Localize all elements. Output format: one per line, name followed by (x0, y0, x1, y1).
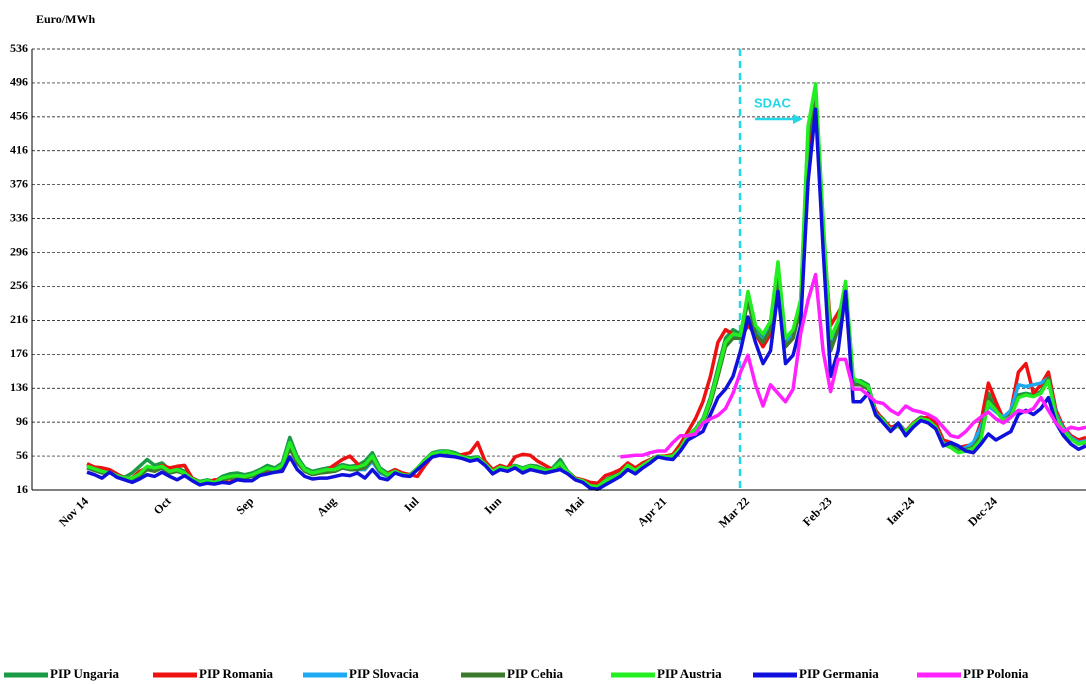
y-tick-label: 376 (10, 176, 28, 190)
grid (32, 48, 1086, 491)
y-tick-label: 136 (10, 380, 28, 394)
x-tick-label: Sep (233, 494, 256, 517)
x-tick-label: Aug (314, 494, 339, 519)
x-tick-label: Feb-23 (800, 494, 835, 529)
y-tick-label: 56 (16, 448, 28, 462)
y-axis-title: Euro/MWh (36, 12, 95, 26)
annotation: SDAC (754, 95, 791, 110)
y-tick-label: 256 (10, 278, 28, 292)
series-line (86, 107, 1086, 491)
y-tick-label: 496 (10, 75, 28, 89)
x-tick-label: Nov 14 (56, 494, 91, 529)
y-tick-label: 336 (10, 210, 28, 224)
x-tick-label: Iul (401, 494, 422, 515)
lines (86, 82, 1086, 491)
sdac-arrow-head (793, 114, 803, 124)
legend-label: PIP Cehia (507, 666, 563, 681)
legend-label: PIP Austria (657, 666, 722, 681)
x-tick-label: Dec-24 (965, 494, 1000, 529)
legend-label: PIP Romania (199, 666, 274, 681)
legend-label: PIP Germania (799, 666, 879, 681)
y-tick-label: 216 (10, 312, 28, 326)
x-tick-label: Oct (151, 494, 174, 517)
x-tick-label: Mai (562, 494, 587, 519)
y-tick-label: 96 (16, 414, 28, 428)
y-tick-label: 456 (10, 109, 28, 123)
series-line (86, 82, 1086, 489)
legend-label: PIP Slovacia (349, 666, 419, 681)
legend-label: PIP Polonia (963, 666, 1029, 681)
legend-label: PIP Ungaria (50, 666, 119, 681)
y-tick-label: 16 (16, 482, 28, 496)
y-tick-label: 176 (10, 346, 28, 360)
x-tick-label: Ian-24 (884, 494, 917, 527)
legend: PIP Ungaria PIP Romania PIP Slovacia PIP Ce… (4, 666, 1029, 681)
y-tick-label: 296 (10, 244, 28, 258)
y-tick-label: 416 (10, 143, 28, 157)
x-tick-label: Iun (482, 494, 505, 517)
y-tick-label: 536 (10, 41, 28, 55)
x-tick-label: Mar 22 (716, 494, 752, 530)
x-tick-label: Apr 21 (634, 494, 669, 529)
series-line (620, 272, 1086, 459)
